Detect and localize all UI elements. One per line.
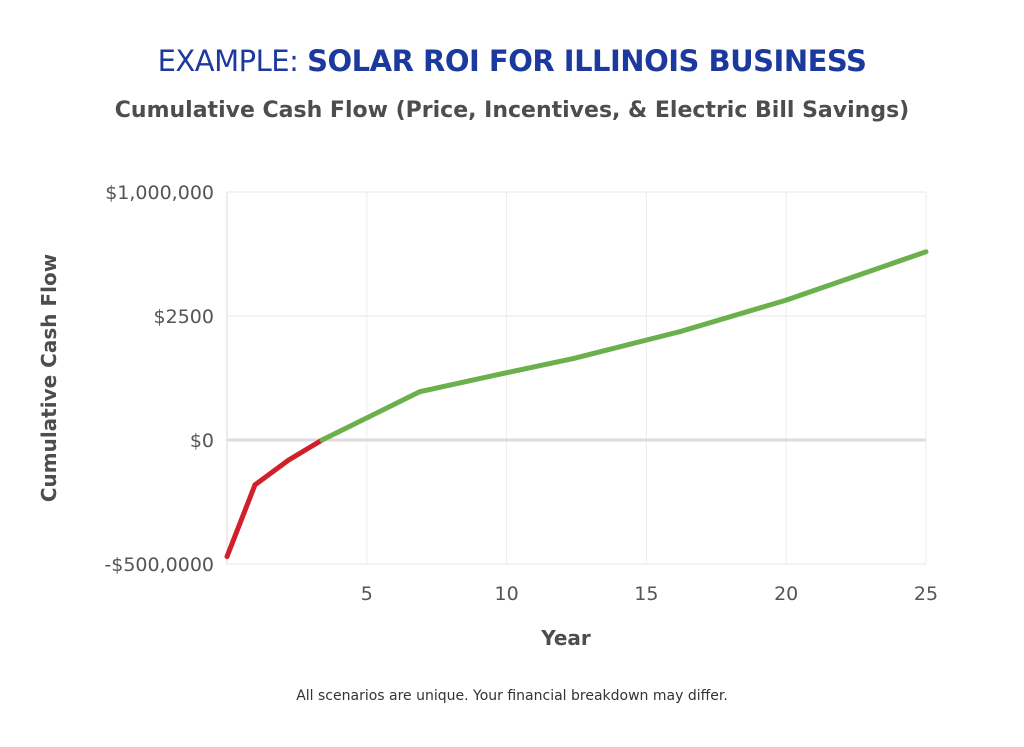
y-axis-title: Cumulative Cash Flow xyxy=(37,254,61,502)
x-tick-label: 20 xyxy=(774,583,798,605)
x-axis-title: Year xyxy=(540,626,591,650)
negative-cash-flow-segment xyxy=(286,437,325,463)
y-tick-label: $1,000,000 xyxy=(105,182,214,204)
positive-cash-flow-segment xyxy=(501,355,577,376)
positive-cash-flow-segment xyxy=(677,297,789,335)
positive-cash-flow-segment xyxy=(319,389,423,443)
x-tick-label: 10 xyxy=(495,583,519,605)
x-tick-label: 25 xyxy=(914,583,938,605)
y-tick-label: $0 xyxy=(190,430,214,452)
footnote: All scenarios are unique. Your financial… xyxy=(296,688,728,704)
negative-cash-flow-segment xyxy=(224,482,258,560)
y-tick-label: $2500 xyxy=(154,306,214,328)
y-tick-label: -$500,0000 xyxy=(104,554,214,576)
chart-subtitle: Cumulative Cash Flow (Price, Incentives,… xyxy=(114,98,910,123)
x-tick-label: 5 xyxy=(361,583,373,605)
positive-cash-flow-segment xyxy=(571,329,683,361)
positive-cash-flow-segment xyxy=(783,249,929,303)
title-main: SOLAR ROI FOR ILLINOIS BUSINESS xyxy=(307,44,867,78)
x-tick-label: 15 xyxy=(634,583,658,605)
title-prefix: EXAMPLE: xyxy=(157,44,308,78)
negative-cash-flow-segment xyxy=(252,457,292,488)
positive-cash-flow-segment xyxy=(417,370,507,395)
chart-title: EXAMPLE: SOLAR ROI FOR ILLINOIS BUSINESS xyxy=(0,44,1024,78)
